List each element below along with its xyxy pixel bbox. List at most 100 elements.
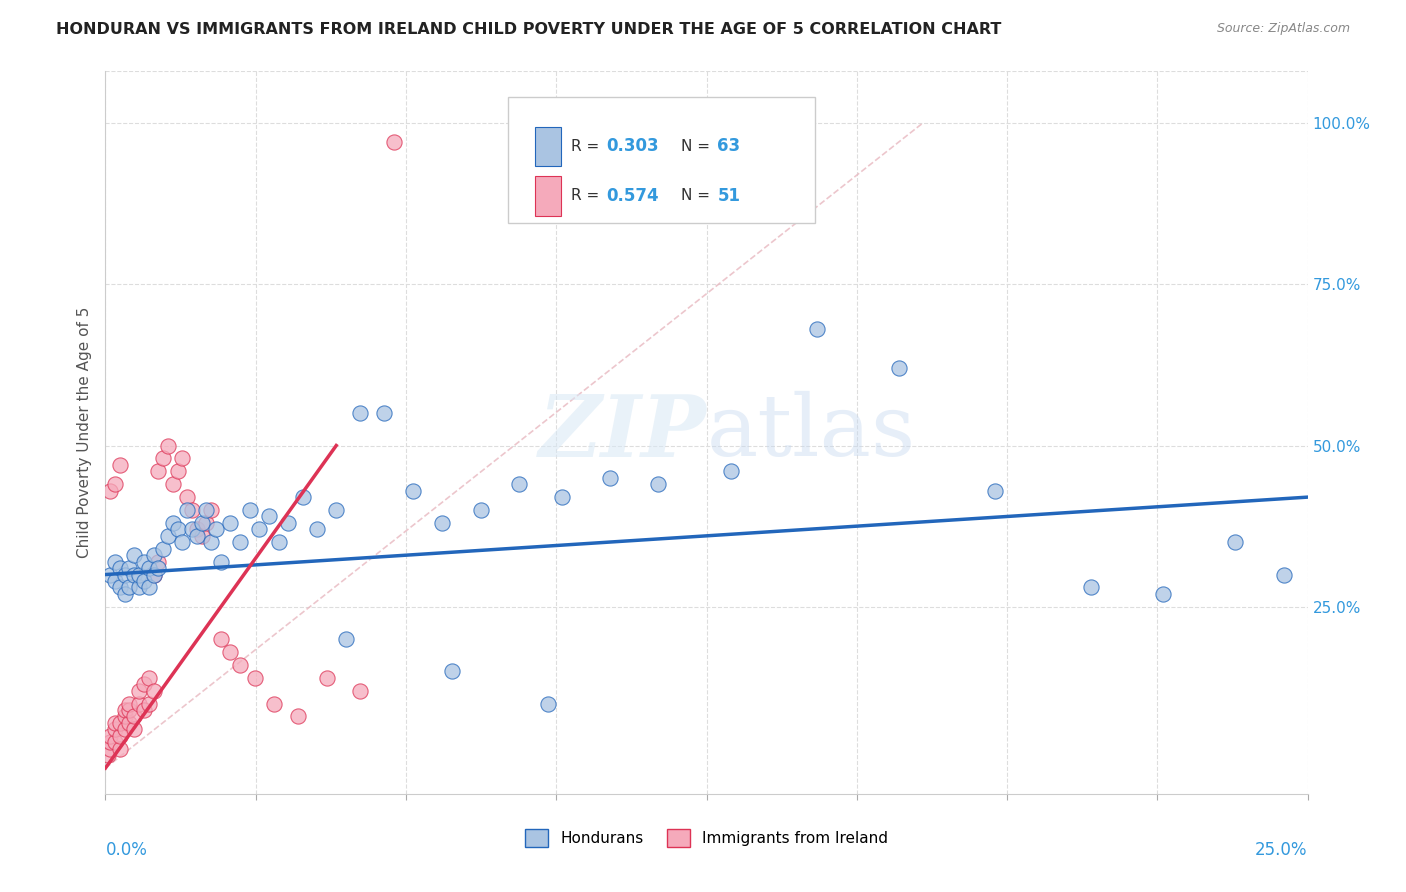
FancyBboxPatch shape — [508, 96, 814, 223]
Point — [124, 567, 146, 582]
Point — [181, 503, 204, 517]
Point — [195, 503, 218, 517]
Point — [104, 735, 127, 749]
Point — [1152, 587, 1174, 601]
Point — [186, 529, 208, 543]
Point — [156, 438, 179, 452]
Point — [402, 483, 425, 498]
Point — [166, 464, 188, 478]
Point — [806, 322, 828, 336]
Point — [104, 574, 127, 588]
Point — [166, 522, 188, 536]
Text: 25.0%: 25.0% — [1256, 841, 1308, 859]
Point — [104, 555, 127, 569]
Point — [128, 581, 150, 595]
Point — [172, 451, 194, 466]
Point — [104, 477, 127, 491]
Point — [229, 535, 252, 549]
Point — [114, 709, 136, 723]
Point — [108, 729, 131, 743]
Text: ZIP: ZIP — [538, 391, 707, 475]
Point — [887, 361, 910, 376]
Bar — [534, 127, 561, 166]
Point — [181, 522, 204, 536]
Point — [239, 503, 262, 517]
Point — [114, 723, 136, 737]
Point — [209, 632, 232, 646]
Point — [148, 561, 170, 575]
Point — [152, 451, 174, 466]
Point — [124, 709, 146, 723]
Point — [267, 535, 290, 549]
Point — [114, 567, 136, 582]
Point — [349, 406, 371, 420]
Point — [257, 509, 280, 524]
Point — [132, 574, 155, 588]
Point — [118, 561, 141, 575]
Point — [720, 464, 742, 478]
Point — [142, 567, 165, 582]
Point — [128, 567, 150, 582]
Point — [200, 503, 222, 517]
Point — [229, 657, 252, 672]
Point — [114, 587, 136, 601]
Point — [138, 581, 160, 595]
Point — [162, 516, 184, 530]
Point — [124, 548, 146, 562]
Point — [142, 683, 165, 698]
Point — [118, 703, 141, 717]
Point — [176, 503, 198, 517]
Point — [537, 697, 560, 711]
Legend: Hondurans, Immigrants from Ireland: Hondurans, Immigrants from Ireland — [517, 821, 896, 855]
Point — [287, 709, 309, 723]
Point — [190, 529, 212, 543]
Point — [118, 715, 141, 730]
Point — [349, 683, 371, 698]
Point — [382, 136, 405, 150]
Point — [128, 683, 150, 698]
Point — [98, 729, 121, 743]
Point — [1080, 581, 1102, 595]
Point — [335, 632, 357, 646]
Point — [172, 535, 194, 549]
Point — [205, 522, 228, 536]
Point — [1225, 535, 1247, 549]
Point — [138, 697, 160, 711]
Point — [98, 567, 121, 582]
Point — [138, 671, 160, 685]
Point — [124, 723, 146, 737]
Point — [108, 715, 131, 730]
Point — [104, 715, 127, 730]
Point — [104, 723, 127, 737]
Point — [440, 665, 463, 679]
Point — [315, 671, 337, 685]
Y-axis label: Child Poverty Under the Age of 5: Child Poverty Under the Age of 5 — [76, 307, 91, 558]
Point — [138, 561, 160, 575]
Point — [108, 741, 131, 756]
Text: 0.574: 0.574 — [607, 186, 659, 204]
Point — [176, 490, 198, 504]
Point — [118, 697, 141, 711]
Text: atlas: atlas — [707, 391, 915, 475]
Text: 0.0%: 0.0% — [105, 841, 148, 859]
Point — [108, 581, 131, 595]
Text: 0.303: 0.303 — [607, 137, 659, 155]
Point — [186, 522, 208, 536]
Text: N =: N = — [682, 188, 716, 203]
Point — [162, 477, 184, 491]
Point — [142, 548, 165, 562]
Point — [108, 561, 131, 575]
Text: 63: 63 — [717, 137, 741, 155]
Text: R =: R = — [571, 139, 603, 154]
Point — [132, 677, 155, 691]
Point — [647, 477, 669, 491]
Point — [305, 522, 328, 536]
Point — [373, 406, 395, 420]
Point — [97, 748, 120, 763]
Point — [195, 516, 218, 530]
Point — [148, 555, 170, 569]
Point — [263, 697, 285, 711]
Point — [1272, 567, 1295, 582]
Point — [984, 483, 1007, 498]
Point — [128, 697, 150, 711]
